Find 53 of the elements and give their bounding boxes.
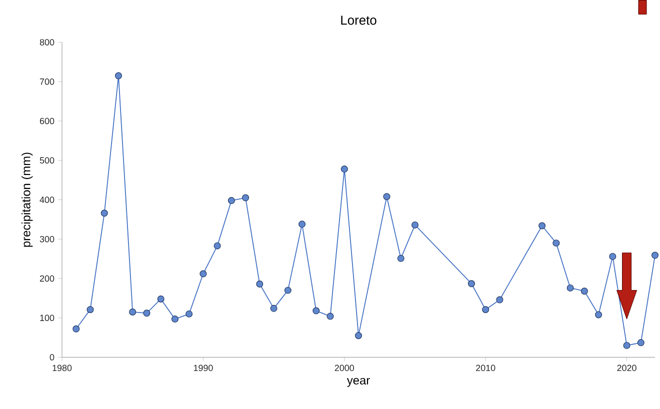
- point: [355, 332, 362, 339]
- point: [242, 194, 250, 202]
- point: [284, 286, 292, 294]
- x-tick-label: 2020: [617, 364, 636, 371]
- point: [595, 311, 602, 318]
- point: [383, 192, 390, 200]
- point: [214, 242, 221, 250]
- y-tick-label: 800: [40, 38, 54, 46]
- y-tick-label: 200: [40, 275, 54, 282]
- point: [326, 312, 334, 320]
- point: [566, 284, 574, 292]
- point: [637, 339, 644, 346]
- point: [623, 342, 630, 349]
- point: [397, 254, 404, 262]
- point: [100, 210, 108, 217]
- point: [580, 287, 588, 294]
- point: [496, 296, 504, 304]
- point: [270, 304, 278, 312]
- y-tick-label: 700: [40, 78, 54, 85]
- point: [482, 306, 490, 313]
- chart-title: Loreto: [341, 16, 376, 25]
- point: [312, 307, 320, 314]
- x-tick-label: 2010: [476, 364, 496, 371]
- point: [609, 252, 616, 260]
- point: [538, 222, 546, 230]
- y-tick-label: 300: [40, 236, 54, 242]
- point: [298, 220, 306, 228]
- x-tick-label: 1990: [194, 364, 213, 371]
- point: [552, 239, 560, 246]
- y-axis-title: precipitation (mm): [22, 152, 33, 247]
- point: [411, 221, 418, 228]
- y-tick-label: 0: [50, 354, 54, 360]
- y-tick-label: 100: [40, 314, 54, 321]
- y-tick-label: 400: [40, 196, 54, 203]
- point: [256, 280, 264, 288]
- point: [200, 270, 207, 278]
- y-tick-label: 500: [40, 157, 54, 164]
- point: [72, 325, 80, 332]
- point: [186, 310, 193, 318]
- x-axis-title: year: [346, 378, 370, 387]
- point: [143, 310, 150, 317]
- point: [228, 196, 235, 204]
- point: [652, 252, 659, 259]
- point: [468, 280, 475, 287]
- x-tick-label: 2000: [334, 364, 354, 371]
- point: [157, 295, 164, 302]
- point: [171, 315, 178, 322]
- point: [340, 165, 348, 172]
- y-tick-label: 600: [40, 118, 54, 124]
- point: [114, 72, 122, 80]
- point: [129, 308, 136, 316]
- point: [86, 306, 94, 313]
- x-tick-label: 1980: [52, 364, 72, 371]
